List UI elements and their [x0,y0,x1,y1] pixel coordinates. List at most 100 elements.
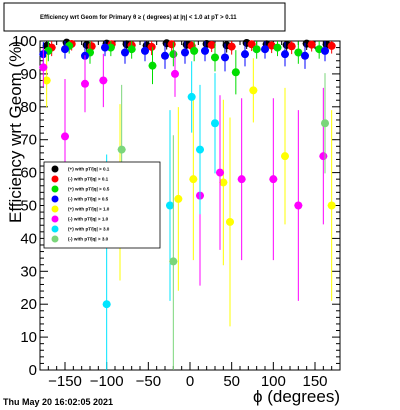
data-point [167,40,176,49]
y-tick-label: 90 [20,66,37,83]
legend-marker [51,205,59,213]
title-box [3,2,286,32]
legend-label: (+) with pT/|q| > 3.0 [68,227,110,232]
legend-marker [51,215,59,223]
data-point [241,50,249,59]
legend-label: (+) with pT/|q| > 1.0 [68,207,110,212]
data-point [201,46,209,55]
data-point [141,46,149,55]
y-tick-label: 40 [20,230,37,247]
x-tick-label: 50 [223,373,240,390]
y-axis-title: Efficiency wrt Geom (%) [6,41,25,223]
data-point [42,76,51,85]
legend-marker [51,225,59,233]
data-point [101,43,109,52]
y-tick-label: 70 [20,132,37,149]
data-point [106,43,115,52]
data-point [187,92,196,101]
legend-label: (-) with pT/|q| > 0.1 [68,177,109,182]
data-point [99,76,108,85]
data-point [281,152,289,161]
data-point [190,46,199,55]
x-tick-label: −150 [48,373,82,390]
data-point [269,175,278,184]
data-point [117,145,126,154]
data-point [211,53,219,62]
data-point [121,48,129,57]
x-tick-label: 0 [186,373,194,390]
data-point [61,45,69,54]
data-point [169,50,178,59]
legend-marker [51,175,59,183]
x-axis-title: ϕ (degrees) [253,387,340,406]
legend-label: (-) with pT/|q| > 3.0 [68,237,109,242]
series-group [39,47,328,301]
data-point [174,194,183,203]
data-point [247,40,256,49]
data-point [261,45,269,54]
data-point [171,69,179,78]
data-point [327,41,336,50]
legend-marker [51,165,59,173]
timestamp: Thu May 20 16:02:05 2021 [3,397,113,407]
data-point [189,175,198,184]
data-point [127,45,136,54]
data-point [287,42,296,51]
data-point [221,53,229,62]
data-point [207,40,216,49]
data-point [321,46,329,55]
data-point [327,201,336,210]
data-point [307,40,316,49]
data-point [227,42,236,51]
y-tick-label: 60 [20,165,37,182]
legend: (+) with pT/|q| > 0.1 (-) with pT/|q| > 0… [43,161,161,249]
legend-label: (-) with pT/|q| > 0.5 [68,197,109,202]
data-point [148,61,157,70]
chart-title: Efficiency wrt Geom for Primary θ ≥ ( de… [40,15,237,21]
data-point [169,257,178,266]
y-tick-label: 20 [20,296,37,313]
data-point [181,48,189,57]
data-point [147,42,156,51]
legend-marker [51,185,59,193]
x-tick-label: 100 [261,373,286,390]
y-tick-label: 0 [29,362,37,379]
legend-box [43,161,161,249]
data-point [319,152,328,161]
y-tick-label: 30 [20,263,37,280]
x-tick-label: −50 [136,373,161,390]
data-point [294,48,303,57]
x-tick-label: 150 [302,373,327,390]
data-point [237,175,246,184]
data-point [294,201,303,210]
x-tick-label: −100 [90,373,124,390]
data-point [321,119,329,128]
series-group [42,53,336,327]
y-tick-label: 50 [20,198,37,215]
data-point [301,51,309,60]
y-tick-label: 80 [20,99,37,116]
data-point [81,79,89,88]
series-group [39,41,329,72]
legend-label: (-) with pT/|q| > 1.0 [68,217,109,222]
series-layer [39,38,336,370]
data-point [226,217,234,226]
data-point [166,201,174,210]
data-point [281,50,289,59]
y-tick-label: 10 [20,329,37,346]
data-point [61,132,69,141]
data-point [231,68,240,77]
data-point [161,51,169,60]
data-point [216,168,224,177]
legend-label: (+) with pT/|q| > 0.1 [68,167,110,172]
data-point [196,145,204,154]
legend-marker [51,195,59,203]
data-point [249,86,258,95]
data-point [273,43,282,52]
legend-label: (+) with pT/|q| > 0.5 [68,187,110,192]
legend-marker [51,235,59,243]
data-point [219,178,228,187]
data-point [211,119,219,128]
data-point [102,300,111,309]
